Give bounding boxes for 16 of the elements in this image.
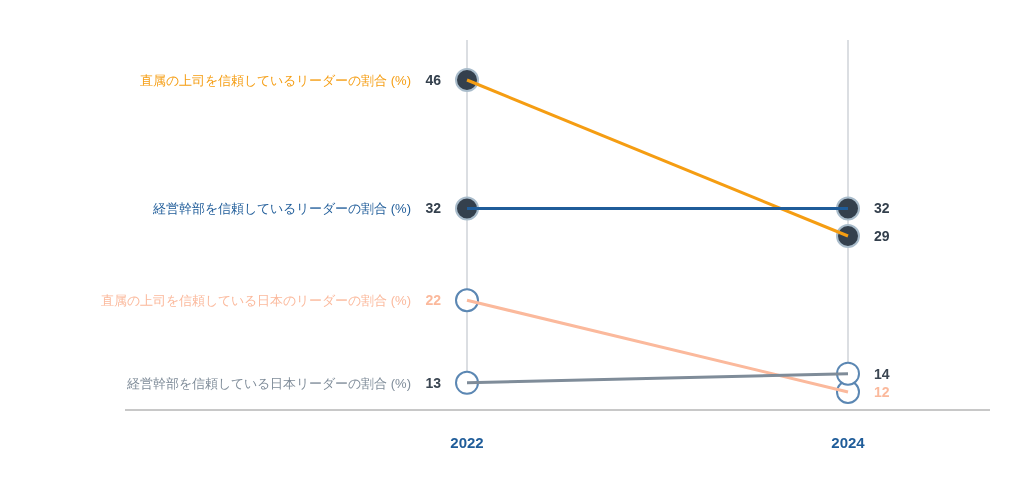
data-label: 46 — [425, 72, 442, 88]
data-label: 14 — [874, 365, 890, 382]
data-label: 22 — [425, 292, 442, 309]
x-tick-label: 2022 — [450, 434, 484, 451]
x-tick-label: 2024 — [831, 434, 866, 451]
data-label: 29 — [874, 228, 890, 244]
data-label: 32 — [874, 200, 890, 217]
data-label: 32 — [425, 200, 442, 217]
text: 経営幹部を信頼している日本リーダーの割合 (%) — [126, 375, 411, 391]
data-label: 12 — [874, 384, 890, 400]
text: 直属の上司を信頼している日本のリーダーの割合 (%) — [101, 293, 411, 309]
text: 直属の上司を信頼しているリーダーの割合 (%) — [140, 73, 411, 88]
data-label: 13 — [425, 374, 442, 391]
point — [455, 370, 479, 395]
point — [836, 361, 860, 386]
text: 経営幹部を信頼しているリーダーの割合 (%) — [152, 201, 411, 217]
